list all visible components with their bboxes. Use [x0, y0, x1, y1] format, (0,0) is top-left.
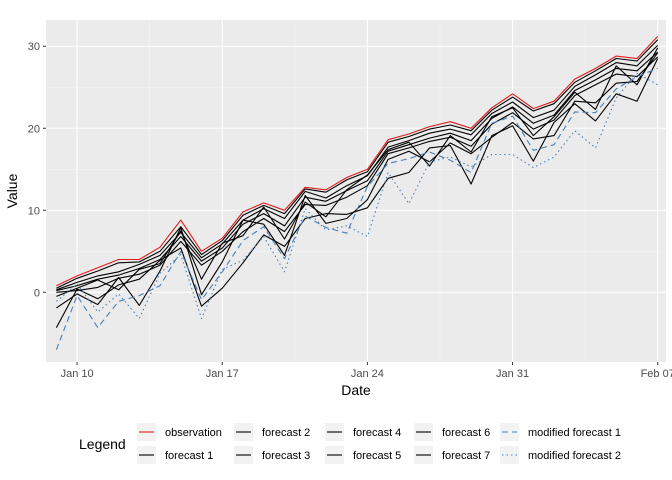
legend-label-observation: observation — [165, 427, 222, 439]
legend-key-modified-forecast-2 — [500, 446, 519, 464]
series-line-forecast-2 — [56, 45, 659, 291]
y-tick-label: 0 — [34, 287, 40, 299]
legend-label-forecast-2: forecast 2 — [262, 427, 310, 439]
series-line-modified-forecast-1 — [55, 67, 658, 350]
y-tick-label: 30 — [28, 41, 40, 53]
series-lines — [55, 36, 659, 350]
x-tick-label: Feb 07 — [641, 368, 672, 380]
series-line-forecast-5 — [56, 47, 659, 297]
y-tick-label: 20 — [28, 123, 40, 135]
x-axis-title: Date — [341, 382, 371, 398]
legend-key-modified-forecast-1 — [500, 423, 519, 441]
legend-label-forecast-4: forecast 4 — [353, 427, 401, 439]
series-line-modified-forecast-2 — [56, 72, 658, 320]
x-tick-label: Jan 24 — [351, 368, 384, 380]
x-tick-label: Jan 31 — [496, 368, 529, 380]
legend-title: Legend — [79, 436, 126, 452]
series-line-forecast-7 — [55, 58, 659, 328]
axes: 0 10 20 30 Jan 10 Jan 17 Jan 24 Jan 31 Feb 07 — [28, 41, 672, 380]
legend-label-forecast-3: forecast 3 — [262, 450, 310, 462]
x-tick-label: Jan 10 — [61, 368, 94, 380]
legend-label-modified-forecast-1: modified forecast 1 — [528, 427, 621, 439]
y-tick-label: 10 — [28, 205, 40, 217]
series-line-forecast-1 — [56, 39, 659, 289]
legend-label-modified-forecast-2: modified forecast 2 — [528, 450, 621, 462]
series-line-forecast-3 — [56, 51, 659, 292]
legend-label-forecast-6: forecast 6 — [442, 427, 490, 439]
x-tick-label: Jan 17 — [206, 368, 239, 380]
y-axis-title: Value — [4, 173, 20, 208]
legend-label-forecast-5: forecast 5 — [353, 450, 401, 462]
plot-background — [46, 20, 666, 362]
legend: Legend observation forecast 1 forecast 2 fo… — [79, 423, 621, 464]
legend-label-forecast-7: forecast 7 — [442, 450, 490, 462]
legend-label-forecast-1: forecast 1 — [165, 450, 213, 462]
series-line-observation — [56, 36, 659, 287]
series-line-forecast-4 — [56, 56, 659, 293]
